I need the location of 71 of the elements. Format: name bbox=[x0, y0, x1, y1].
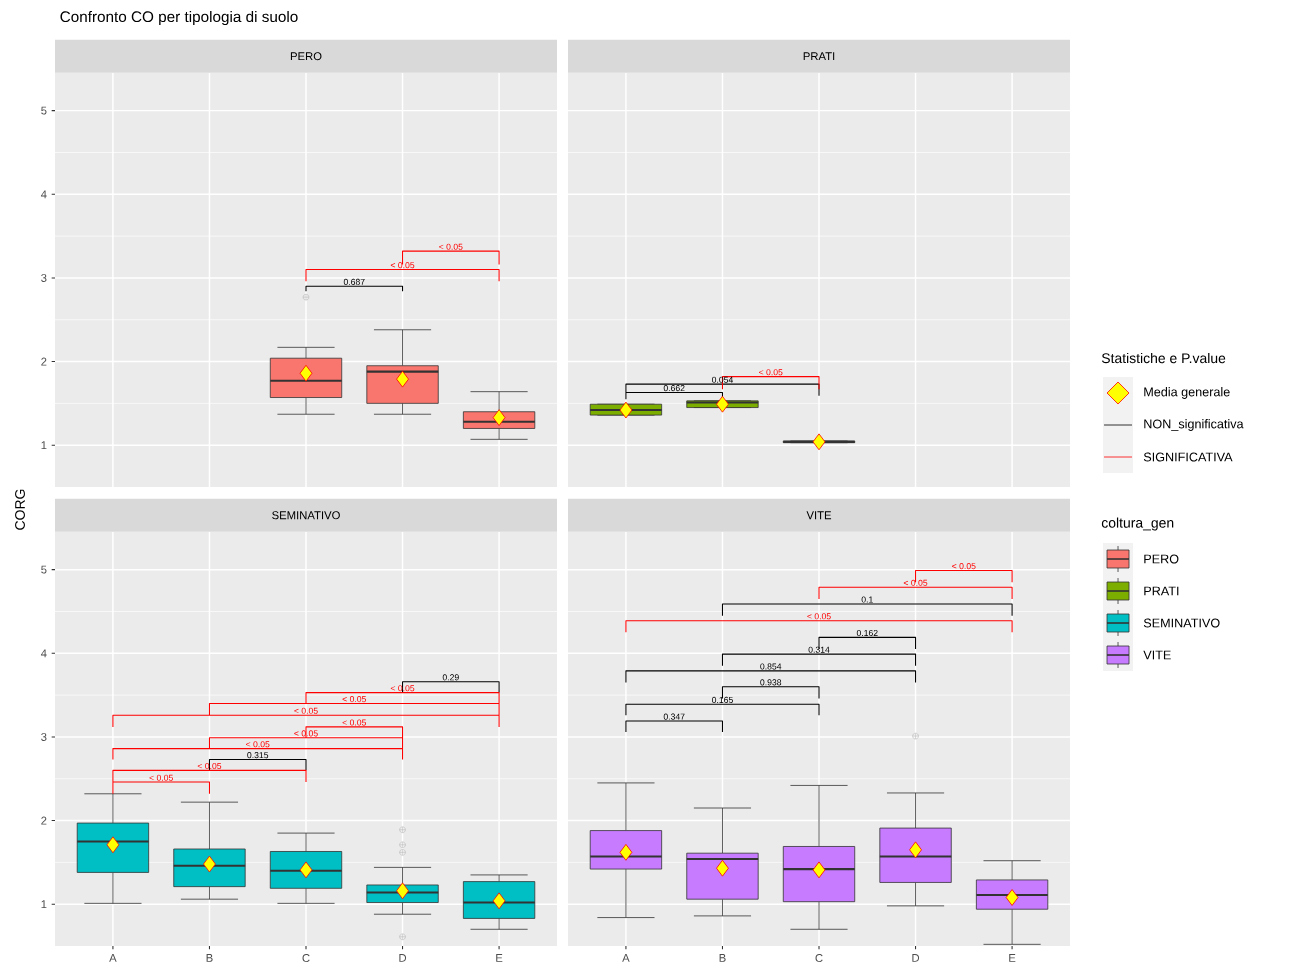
y-tick-label: 1 bbox=[41, 441, 47, 450]
legend-label: PERO bbox=[1144, 554, 1179, 564]
annotation: < 0.05 bbox=[903, 579, 928, 586]
legend-label: SIGNIFICATIVA bbox=[1143, 452, 1233, 462]
annotation: 0.1 bbox=[861, 596, 873, 603]
chart-subtitle: SEMINATIVO bbox=[272, 511, 340, 520]
y-tick-label: 4 bbox=[40, 190, 47, 199]
annotation: 0.29 bbox=[442, 674, 459, 681]
annotation: 0.314 bbox=[808, 646, 830, 653]
x-tick-label: E bbox=[496, 954, 503, 962]
legend-label: VITE bbox=[1143, 650, 1171, 660]
annotation: < 0.05 bbox=[342, 696, 367, 703]
y-tick-label: 3 bbox=[41, 732, 47, 741]
legend-title: Statistiche e P.value bbox=[1101, 352, 1226, 364]
annotation: < 0.05 bbox=[439, 243, 463, 250]
annotation: < 0.05 bbox=[390, 262, 415, 269]
y-tick-label: 3 bbox=[41, 273, 47, 282]
y-tick-label: 5 bbox=[41, 565, 47, 574]
x-tick-label: B bbox=[719, 954, 726, 962]
x-tick-label: E bbox=[1009, 954, 1016, 962]
annotation: 0.162 bbox=[856, 629, 878, 637]
chart-subtitle: PRATI bbox=[803, 52, 835, 61]
annotation: < 0.05 bbox=[759, 369, 783, 376]
x-tick-label: D bbox=[399, 954, 407, 962]
x-tick-label: C bbox=[302, 954, 310, 963]
legend-title: coltura_gen bbox=[1101, 517, 1174, 531]
y-tick-label: 5 bbox=[41, 106, 47, 115]
annotation: < 0.05 bbox=[149, 774, 173, 781]
point bbox=[106, 836, 120, 854]
legend-label: PRATI bbox=[1144, 586, 1179, 596]
y-axis-title: CORG bbox=[15, 489, 25, 530]
point bbox=[716, 859, 729, 877]
annotation: 0.315 bbox=[247, 752, 269, 759]
x-tick-label: A bbox=[109, 954, 117, 962]
annotation: 0.938 bbox=[760, 679, 782, 686]
point bbox=[396, 370, 409, 388]
annotation: 0.347 bbox=[663, 713, 685, 720]
y-tick-label: 1 bbox=[41, 900, 47, 909]
chart-subtitle: VITE bbox=[806, 511, 832, 520]
legend-label: SEMINATIVO bbox=[1143, 618, 1220, 628]
legend-label: NON_significativa bbox=[1144, 419, 1244, 431]
annotation: < 0.05 bbox=[952, 563, 976, 570]
point bbox=[492, 409, 506, 426]
y-tick-label: 2 bbox=[41, 816, 47, 825]
annotation: < 0.05 bbox=[294, 730, 318, 737]
point bbox=[619, 843, 633, 861]
point bbox=[492, 892, 506, 910]
annotation: < 0.05 bbox=[342, 719, 367, 726]
annotation: 0.854 bbox=[760, 663, 782, 670]
annotation: 0.662 bbox=[663, 385, 685, 392]
y-tick-label: 2 bbox=[41, 357, 47, 366]
y-tick-label: 4 bbox=[40, 649, 47, 658]
point bbox=[812, 861, 826, 879]
point bbox=[396, 882, 409, 900]
legend-label: Media generale bbox=[1144, 387, 1230, 399]
annotation: 0.687 bbox=[343, 278, 365, 285]
x-tick-label: A bbox=[622, 954, 630, 962]
point bbox=[203, 855, 216, 873]
annotation: < 0.05 bbox=[294, 707, 318, 714]
x-tick-label: C bbox=[815, 954, 823, 963]
annotation: < 0.05 bbox=[246, 741, 270, 748]
point bbox=[1005, 889, 1019, 906]
x-tick-label: D bbox=[912, 954, 920, 962]
chart-title: Confronto CO per tipologia di suolo bbox=[60, 10, 298, 26]
x-tick-label: B bbox=[206, 954, 213, 962]
annotation: < 0.05 bbox=[807, 613, 831, 620]
point bbox=[299, 364, 313, 382]
annotation: 0.165 bbox=[712, 696, 733, 703]
point bbox=[299, 861, 313, 879]
point bbox=[909, 841, 922, 859]
chart-subtitle: PERO bbox=[290, 52, 322, 61]
